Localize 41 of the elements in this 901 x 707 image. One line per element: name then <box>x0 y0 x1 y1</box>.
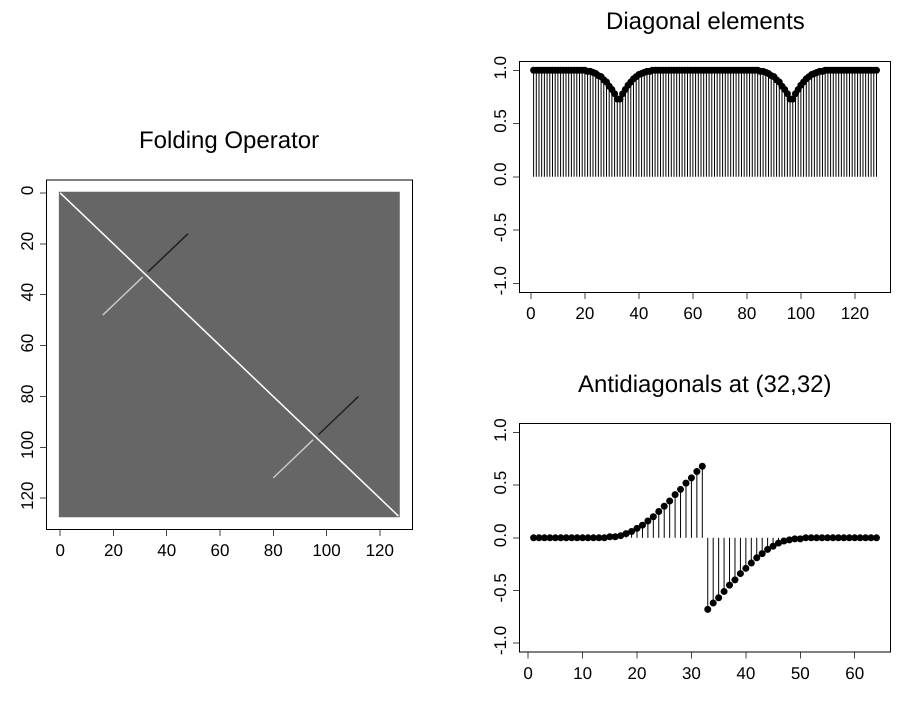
y-tick-label: 0.5 <box>491 470 510 494</box>
y-tick-label: 0.0 <box>491 523 510 548</box>
x-tick-label: 0 <box>526 304 536 324</box>
x-tick-label: 60 <box>210 541 230 560</box>
x-tick-label: 10 <box>573 664 592 683</box>
x-tick-label: 60 <box>683 304 702 324</box>
x-tick-label: 100 <box>786 304 816 324</box>
y-tick-label: -1.0 <box>491 626 510 656</box>
x-tick-label: 40 <box>736 664 756 683</box>
y-tick-label: 1.0 <box>491 56 510 80</box>
x-tick-label: 20 <box>628 664 646 683</box>
x-tick-label: 120 <box>840 304 870 324</box>
y-tick-label: -1.0 <box>491 266 510 296</box>
x-tick-label: 20 <box>575 304 594 324</box>
chart-title: Antidiagonals at (32,32) <box>578 371 832 398</box>
x-tick-label: 40 <box>629 304 648 324</box>
x-tick-label: 30 <box>682 664 701 683</box>
x-tick-label: 40 <box>157 541 176 560</box>
y-tick-label: 60 <box>18 334 38 353</box>
y-tick-label: 20 <box>18 232 38 251</box>
x-tick-label: 80 <box>737 304 756 324</box>
y-tick-label: 120 <box>18 481 38 510</box>
y-tick-label: 0.0 <box>491 162 510 186</box>
y-tick-label: -0.5 <box>491 573 510 603</box>
chart-title: Diagonal elements <box>606 8 805 35</box>
x-tick-label: 120 <box>366 541 394 560</box>
y-tick-label: 0 <box>18 186 38 196</box>
y-tick-label: 0.5 <box>491 109 510 133</box>
y-tick-label: 100 <box>18 430 38 459</box>
y-tick-label: 40 <box>18 282 38 302</box>
x-tick-label: 0 <box>523 664 533 683</box>
y-tick-label: 1.0 <box>491 418 510 442</box>
y-tick-label: -0.5 <box>491 212 510 242</box>
y-tick-label: 80 <box>18 384 38 404</box>
chart-title: Folding Operator <box>139 127 320 154</box>
x-tick-label: 0 <box>55 541 65 560</box>
x-tick-label: 20 <box>104 541 123 560</box>
x-tick-label: 60 <box>845 664 864 683</box>
x-tick-label: 100 <box>312 541 341 560</box>
x-tick-label: 80 <box>264 541 283 560</box>
x-tick-label: 50 <box>790 664 810 683</box>
